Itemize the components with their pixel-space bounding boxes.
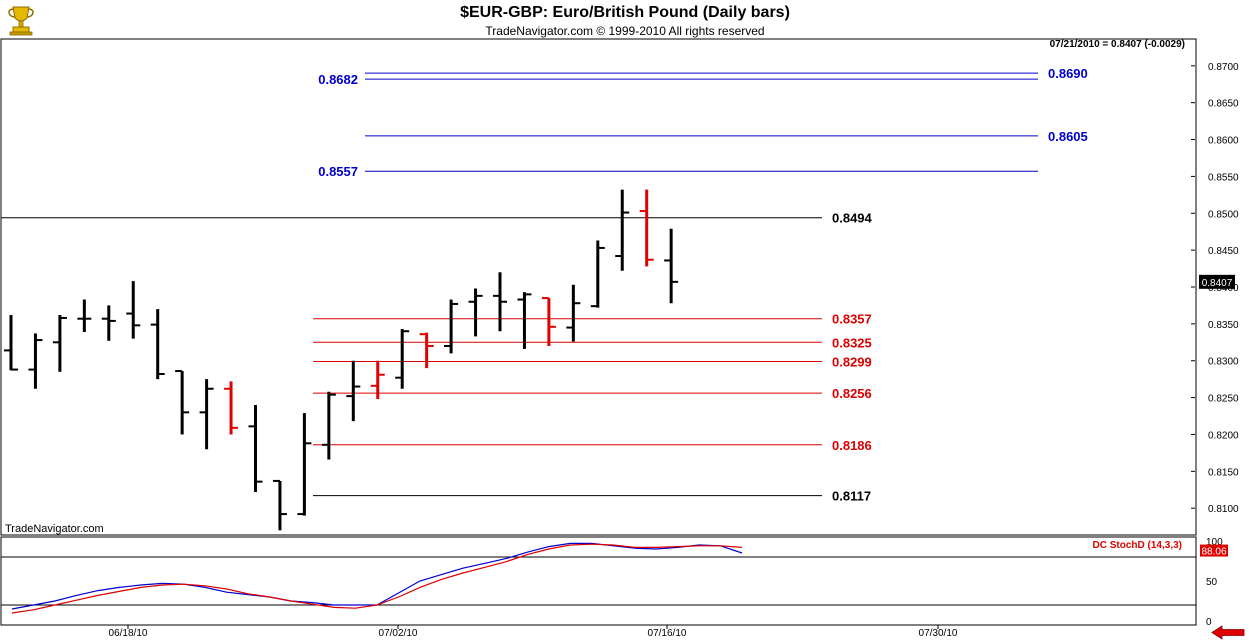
- back-arrow-button[interactable]: [1210, 624, 1248, 641]
- fib-level-label: 0.8690: [1048, 66, 1088, 81]
- ohlc-bar: [419, 332, 434, 369]
- fib-level-label: 0.8605: [1048, 129, 1088, 144]
- ohlc-bar: [517, 292, 532, 349]
- price-tick-label: 0.8100: [1208, 504, 1239, 515]
- price-tick-label: 0.8600: [1208, 136, 1239, 147]
- ohlc-bar: [493, 272, 507, 332]
- ohlc-bar: [52, 315, 67, 372]
- price-bars: [4, 189, 679, 531]
- last-price-box: [1199, 274, 1235, 289]
- fib-level-label: 0.8299: [832, 354, 872, 369]
- price-panel-frame: [0, 38, 1197, 536]
- date-axis: 06/18/10 07/02/10 07/16/10 07/30/10: [109, 625, 958, 639]
- stochastic-panel: 100 50 0 DC StochD (14,3,3) 88.06: [1, 537, 1228, 628]
- ohlc-bar: [175, 370, 190, 435]
- stoch-last-box: [1200, 544, 1228, 557]
- ohlc-bar: [444, 299, 459, 354]
- price-tick-label: 0.8150: [1208, 467, 1239, 478]
- fib-level-label: 0.8325: [832, 335, 872, 350]
- ohlc-bar: [664, 228, 679, 304]
- watermark-text: TradeNavigator.com: [5, 523, 104, 535]
- ohlc-bar: [566, 284, 581, 342]
- price-tick-label: 0.8250: [1208, 394, 1239, 405]
- stoch-title: DC StochD (14,3,3): [1093, 540, 1182, 551]
- fib-level-label: 0.8186: [832, 438, 872, 453]
- ohlc-bar: [199, 379, 214, 450]
- ohlc-bar: [468, 288, 483, 337]
- trophy-logo-icon: [8, 6, 34, 36]
- date-tick-label: 07/16/10: [648, 628, 687, 639]
- stoch-k-line: [11, 542, 743, 610]
- last-price-info: 07/21/2010 = 0.8407 (-0.0029): [1050, 39, 1185, 50]
- fib-level-label: 0.8357: [832, 312, 872, 327]
- ohlc-bar: [370, 360, 385, 400]
- ohlc-bar: [28, 333, 43, 389]
- last-price-label: 0.8407: [1202, 278, 1233, 289]
- stoch-last-label: 88.06: [1201, 547, 1226, 558]
- price-tick-label: 0.8200: [1208, 430, 1239, 441]
- chart-title: $EUR-GBP: Euro/British Pound (Daily bars…: [460, 4, 790, 21]
- ohlc-bar: [126, 281, 141, 339]
- fib-levels: 0.8690 0.8682 0.8605 0.8557 0.8494 0.8357 0.83…: [1, 66, 1088, 504]
- last-price-marker: 0.8407: [1199, 274, 1235, 289]
- ohlc-bar: [150, 309, 165, 380]
- ohlc-bar: [297, 413, 312, 516]
- fib-level-label: 0.8557: [318, 164, 358, 179]
- ohlc-bar: [224, 381, 239, 435]
- price-tick-label: 0.8300: [1208, 357, 1239, 368]
- ohlc-bar: [248, 404, 263, 492]
- price-tick-label: 0.8500: [1208, 209, 1239, 220]
- ohlc-bar: [590, 240, 605, 308]
- ohlc-bar: [615, 189, 630, 271]
- stoch-tick-label: 100: [1206, 537, 1223, 548]
- ohlc-bar: [395, 329, 410, 389]
- ohlc-bar: [639, 189, 654, 267]
- date-tick-label: 07/30/10: [919, 628, 958, 639]
- price-tick-label: 0.8450: [1208, 246, 1239, 257]
- fib-level-label: 0.8117: [832, 489, 871, 504]
- price-tick-label: 0.8350: [1208, 320, 1239, 331]
- ohlc-bar: [101, 305, 116, 341]
- left-arrow-icon: [1211, 625, 1245, 640]
- ohlc-bar: [346, 360, 361, 422]
- indicator-panel-frame: [0, 536, 1197, 626]
- chart-subtitle: TradeNavigator.com © 1999-2010 All right…: [485, 24, 765, 38]
- price-tick-label: 0.8700: [1208, 62, 1239, 73]
- price-tick-label: 0.8650: [1208, 99, 1239, 110]
- fib-level-label: 0.8494: [832, 211, 873, 226]
- ohlc-bar: [272, 479, 287, 531]
- fib-level-label: 0.8682: [318, 72, 358, 87]
- ohlc-bar: [541, 297, 556, 346]
- stoch-tick-label: 50: [1206, 577, 1218, 588]
- ohlc-bar: [321, 391, 336, 460]
- stoch-tick-label: 0: [1206, 617, 1212, 628]
- fib-level-label: 0.8256: [832, 386, 872, 401]
- date-tick-label: 07/02/10: [379, 628, 418, 639]
- date-tick-label: 06/18/10: [109, 628, 148, 639]
- ohlc-bar: [4, 315, 18, 371]
- ohlc-bar: [77, 299, 92, 332]
- stoch-d-line: [11, 543, 743, 614]
- price-tick-label: 0.8550: [1208, 172, 1239, 183]
